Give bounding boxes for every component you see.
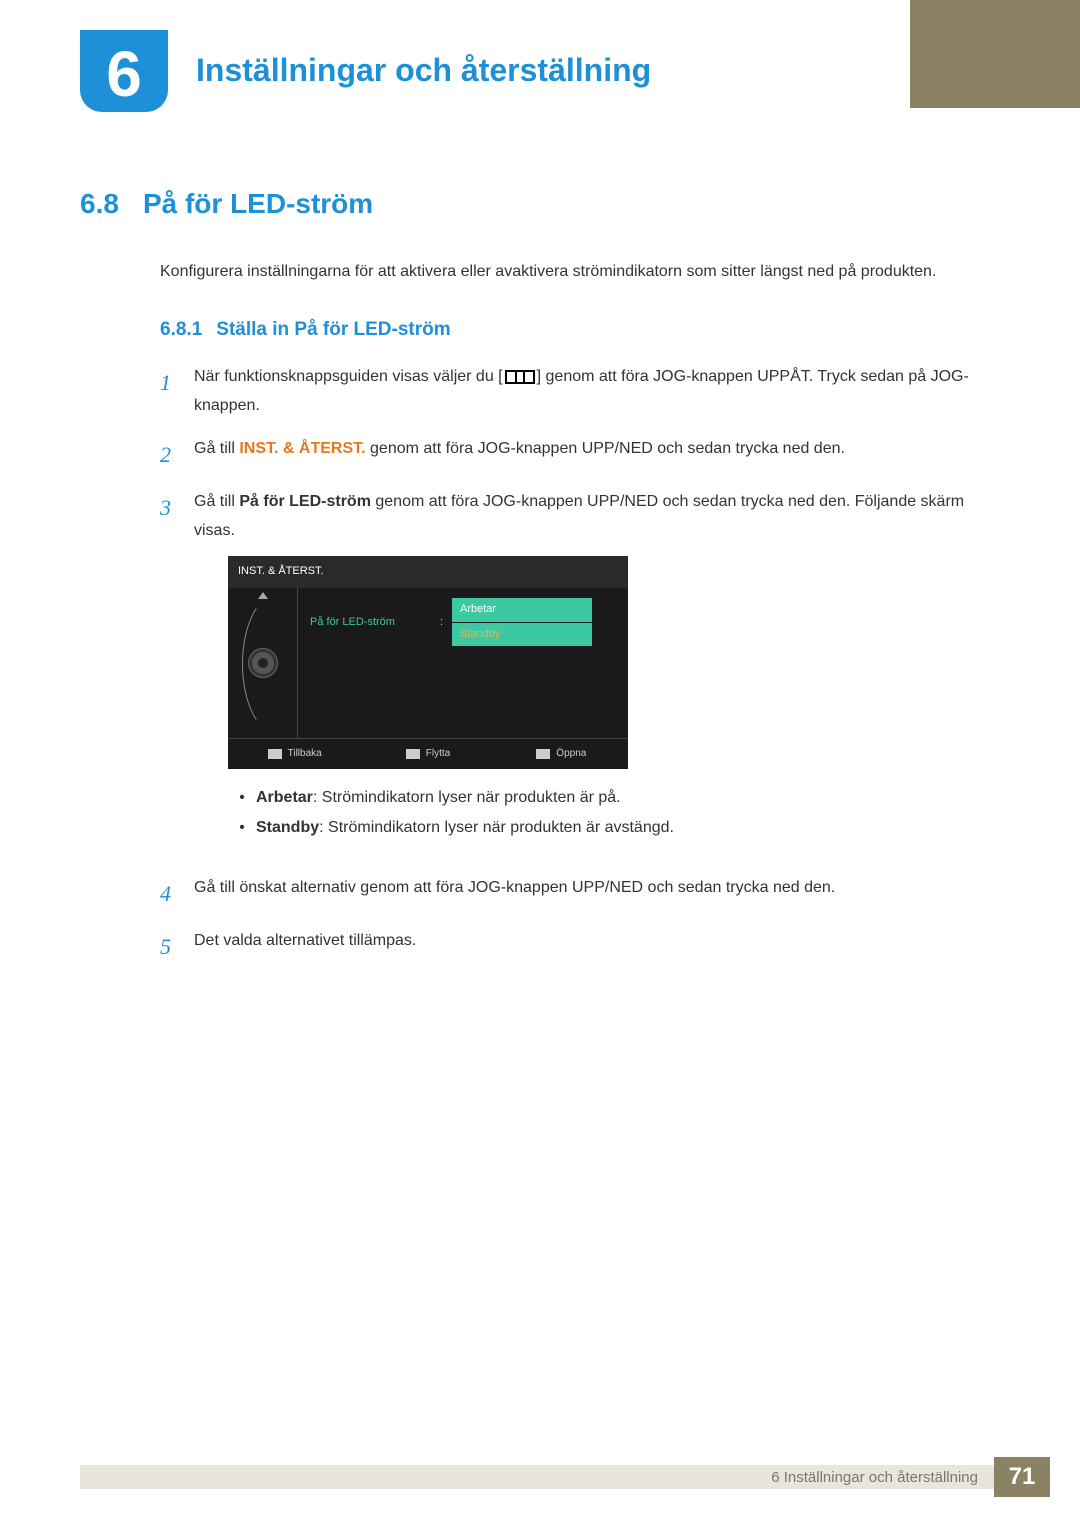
osd-row: På för LED-ström : Arbetar Standby [298,596,628,650]
step-body: Gå till På för LED-ström genom att föra … [194,488,1000,859]
section-number: 6.8 [80,188,119,219]
step-list: 1 När funktionsknappsguiden visas väljer… [160,363,1000,967]
standby-label: Standby [256,819,319,836]
section-title-text: På för LED-ström [143,188,373,219]
osd-screenshot: INST. & ÅTERST. På för LED-ström : [228,556,1000,769]
step-2: 2 Gå till INST. & ÅTERST. genom att föra… [160,435,1000,475]
subsection-title: 6.8.1 Ställa in På för LED-ström [160,319,1000,341]
osd-option-stack: Arbetar Standby [452,598,592,648]
bullet-item: • Arbetar: Strömindikatorn lyser när pro… [228,783,1000,813]
bullet-text: Standby: Strömindikatorn lyser när produ… [256,813,674,843]
back-icon [268,749,282,759]
osd-foot-open: Öppna [495,739,628,769]
chapter-number-badge: 6 [80,30,168,112]
footer-breadcrumb: 6 Inställningar och återställning [80,1465,994,1489]
page-footer: 6 Inställningar och återställning 71 [80,1457,1050,1497]
osd-option-arbetar: Arbetar [452,598,592,622]
step-body: Det valda alternativet tillämpas. [194,927,1000,967]
osd-foot-move: Flytta [361,739,494,769]
step-text: När funktionsknappsguiden visas väljer d… [194,368,503,385]
step-number: 3 [160,488,194,859]
osd-setting-label: På för LED-ström [310,613,440,633]
osd-foot-label: Öppna [556,745,586,763]
bullet-list: • Arbetar: Strömindikatorn lyser när pro… [228,783,1000,844]
osd-foot-label: Flytta [426,745,450,763]
step-text: Gå till [194,493,239,510]
step-4: 4 Gå till önskat alternativ genom att fö… [160,874,1000,914]
open-icon [536,749,550,759]
gear-icon [252,652,274,674]
step-text: Gå till [194,440,239,457]
step-body: När funktionsknappsguiden visas väljer d… [194,363,1000,421]
subsection-number: 6.8.1 [160,319,202,340]
osd-body: På för LED-ström : Arbetar Standby [228,588,628,738]
chapter-header: 6 Inställningar och återställning [80,30,651,112]
osd-options: På för LED-ström : Arbetar Standby [298,588,628,738]
bullet-text: Arbetar: Strömindikatorn lyser när produ… [256,783,621,813]
osd-option-standby: Standby [452,623,592,647]
intro-paragraph: Konfigurera inställningarna för att akti… [160,258,1000,285]
bullet-desc: : Strömindikatorn lyser när produkten är… [313,789,621,806]
osd-panel: INST. & ÅTERST. På för LED-ström : [228,556,628,769]
inst-aterst-label: INST. & ÅTERST. [239,440,365,457]
step-number: 1 [160,363,194,421]
osd-foot-back: Tillbaka [228,739,361,769]
bullet-desc: : Strömindikatorn lyser när produkten är… [319,819,674,836]
osd-header: INST. & ÅTERST. [228,556,628,588]
step-text: genom att föra JOG-knappen UPP/NED och s… [366,440,845,457]
section-title: 6.8 På för LED-ström [80,188,1000,220]
move-icon [406,749,420,759]
step-number: 2 [160,435,194,475]
chapter-title: Inställningar och återställning [196,52,651,89]
step-body: Gå till önskat alternativ genom att föra… [194,874,1000,914]
subsection-title-text: Ställa in På för LED-ström [216,319,450,340]
step-number: 4 [160,874,194,914]
led-strom-label: På för LED-ström [239,493,371,510]
bullet-dot: • [228,813,256,843]
osd-footer: Tillbaka Flytta Öppna [228,738,628,769]
bullet-dot: • [228,783,256,813]
step-number: 5 [160,927,194,967]
bullet-item: • Standby: Strömindikatorn lyser när pro… [228,813,1000,843]
menu-icon [505,370,535,384]
arbetar-label: Arbetar [256,789,313,806]
osd-foot-label: Tillbaka [288,745,322,763]
step-body: Gå till INST. & ÅTERST. genom att föra J… [194,435,1000,475]
osd-nav-wheel [228,588,298,738]
osd-colon: : [440,613,452,633]
step-3: 3 Gå till På för LED-ström genom att för… [160,488,1000,859]
top-corner-bar [910,0,1080,108]
section-content: 6.8 På för LED-ström Konfigurera inställn… [80,188,1000,981]
step-5: 5 Det valda alternativet tillämpas. [160,927,1000,967]
page-number: 71 [994,1457,1050,1497]
step-1: 1 När funktionsknappsguiden visas väljer… [160,363,1000,421]
